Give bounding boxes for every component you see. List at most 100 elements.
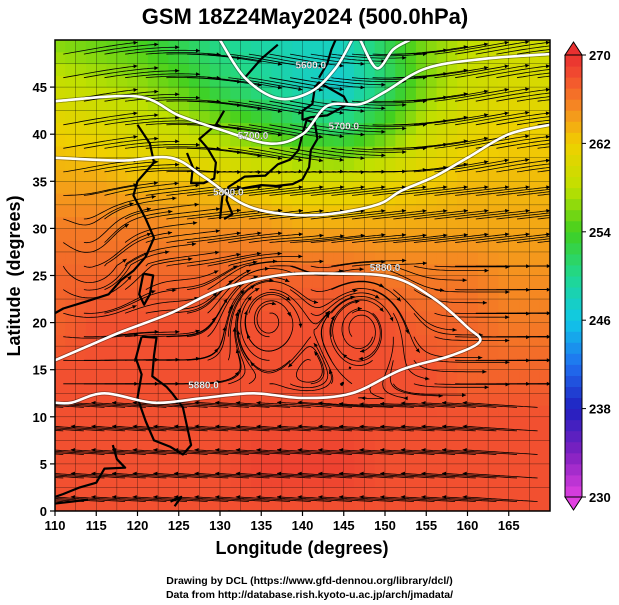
streamline xyxy=(186,147,262,157)
streamline-arrow xyxy=(132,448,137,452)
heat-cell xyxy=(261,346,273,359)
heat-cell xyxy=(75,346,87,359)
heat-cell xyxy=(281,51,293,65)
streamline-arrow xyxy=(212,292,217,297)
heat-cell xyxy=(178,322,190,335)
streamline xyxy=(413,66,489,79)
streamline xyxy=(228,53,303,67)
heat-cell xyxy=(199,110,211,124)
heat-cell xyxy=(271,122,283,135)
heat-cell xyxy=(281,216,293,230)
heat-cell xyxy=(426,463,438,477)
heat-cell xyxy=(240,240,252,253)
streamline xyxy=(413,383,489,388)
streamline-arrow xyxy=(318,87,324,92)
heat-cell xyxy=(426,487,438,500)
streamline-arrow xyxy=(129,202,134,207)
streamline-arrow xyxy=(484,42,489,47)
heat-cell xyxy=(354,145,365,159)
streamline xyxy=(269,186,345,196)
streamline xyxy=(256,303,280,334)
heat-cell xyxy=(457,357,469,371)
streamline-arrow xyxy=(402,258,407,263)
heat-cell xyxy=(539,75,550,88)
heat-cell xyxy=(364,393,376,406)
heat-cell xyxy=(85,134,97,147)
heat-cell xyxy=(220,63,231,76)
heat-cell xyxy=(55,405,66,418)
streamline-arrow xyxy=(195,329,200,334)
heat-cell xyxy=(519,145,530,159)
heat-cell xyxy=(436,334,448,347)
heat-cell xyxy=(323,228,335,241)
heat-cell xyxy=(446,75,458,88)
heat-cell xyxy=(323,416,335,430)
heat-cell xyxy=(519,287,530,300)
heat-cell xyxy=(302,369,314,383)
streamline xyxy=(310,147,386,156)
streamline xyxy=(125,329,200,338)
heat-cell xyxy=(426,287,438,300)
heat-cell xyxy=(220,346,231,359)
streamline-arrow xyxy=(357,306,362,311)
heat-cell xyxy=(240,87,252,100)
heat-cell xyxy=(333,334,345,347)
streamline-arrow xyxy=(256,448,261,452)
heat-cell xyxy=(457,475,469,489)
heat-cell xyxy=(106,428,118,441)
heat-cell xyxy=(96,416,108,430)
heat-cell xyxy=(85,334,97,347)
heat-cell xyxy=(85,145,97,159)
heat-cell xyxy=(261,463,273,477)
streamline-arrow xyxy=(146,232,152,237)
streamline-arrow xyxy=(235,471,240,476)
streamline xyxy=(290,124,365,136)
heat-cell xyxy=(168,428,180,441)
heat-cell xyxy=(385,475,396,489)
coastline xyxy=(218,119,319,220)
heat-cell xyxy=(168,63,180,76)
heat-cell xyxy=(426,346,438,359)
heat-cell xyxy=(364,299,376,312)
heat-cell xyxy=(240,299,252,312)
heat-cell xyxy=(199,405,211,418)
heat-cell xyxy=(168,346,180,359)
heat-cell xyxy=(220,369,231,383)
streamline xyxy=(351,262,428,267)
heat-cell xyxy=(364,452,376,465)
streamline xyxy=(145,316,216,338)
streamline xyxy=(125,73,201,79)
contour-label: 5700.0 xyxy=(329,122,360,133)
heat-cell xyxy=(519,193,530,206)
streamline-arrow xyxy=(525,87,530,92)
heat-cell xyxy=(302,75,314,88)
heat-cell xyxy=(395,134,407,147)
heat-cell xyxy=(364,357,376,371)
heat-cell xyxy=(137,122,149,135)
heat-cell xyxy=(292,216,304,230)
heat-cell xyxy=(271,440,283,453)
heat-cell xyxy=(343,369,355,383)
streamline-arrow xyxy=(277,109,283,113)
streamline-arrow xyxy=(338,495,344,499)
heat-cell xyxy=(106,87,118,100)
heat-cell xyxy=(178,369,190,383)
heat-cell xyxy=(477,287,489,300)
heat-cell xyxy=(498,346,510,359)
streamline-arrow xyxy=(339,134,344,139)
streamline xyxy=(235,402,311,408)
heat-cell xyxy=(364,310,376,324)
heat-cell xyxy=(436,240,448,253)
streamline-arrow xyxy=(545,40,550,45)
streamline xyxy=(393,186,469,196)
heat-cell xyxy=(220,440,231,453)
streamline xyxy=(186,269,251,314)
heat-cell xyxy=(333,275,345,288)
heat-cell xyxy=(168,369,180,383)
heat-cell xyxy=(364,110,376,124)
heat-cell xyxy=(405,475,417,489)
heat-cell xyxy=(106,263,118,277)
streamline-arrow xyxy=(338,471,344,476)
streamline-arrow xyxy=(250,362,255,367)
streamline-arrow xyxy=(402,150,407,154)
